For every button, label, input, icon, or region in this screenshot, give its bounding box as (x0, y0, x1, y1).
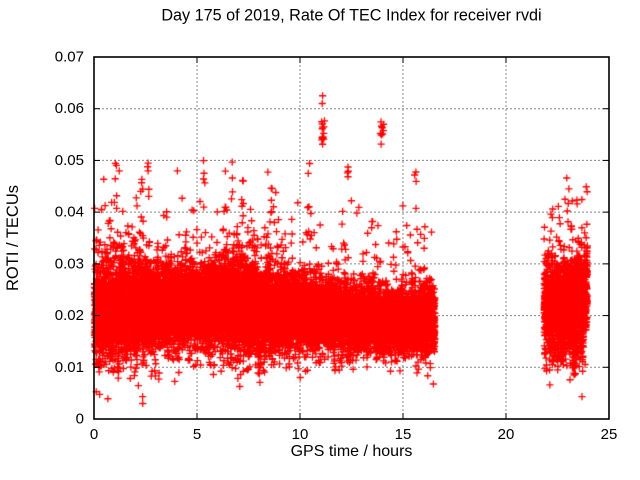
svg-text:0.05: 0.05 (55, 152, 84, 169)
svg-text:0.06: 0.06 (55, 100, 84, 117)
svg-text:0.07: 0.07 (55, 49, 84, 66)
svg-text:15: 15 (395, 426, 412, 443)
svg-text:5: 5 (193, 426, 201, 443)
svg-text:0: 0 (90, 426, 98, 443)
svg-text:Day 175 of 2019, Rate Of TEC I: Day 175 of 2019, Rate Of TEC Index for r… (161, 7, 541, 25)
svg-text:0: 0 (76, 411, 84, 428)
svg-text:25: 25 (601, 426, 618, 443)
svg-text:GPS time / hours: GPS time / hours (291, 443, 413, 460)
svg-text:10: 10 (292, 426, 309, 443)
svg-text:0.03: 0.03 (55, 255, 84, 272)
svg-text:ROTI / TECUs: ROTI / TECUs (4, 185, 22, 291)
svg-text:0.01: 0.01 (55, 359, 84, 376)
svg-text:0.04: 0.04 (55, 204, 84, 221)
svg-text:20: 20 (498, 426, 515, 443)
svg-text:0.02: 0.02 (55, 307, 84, 324)
